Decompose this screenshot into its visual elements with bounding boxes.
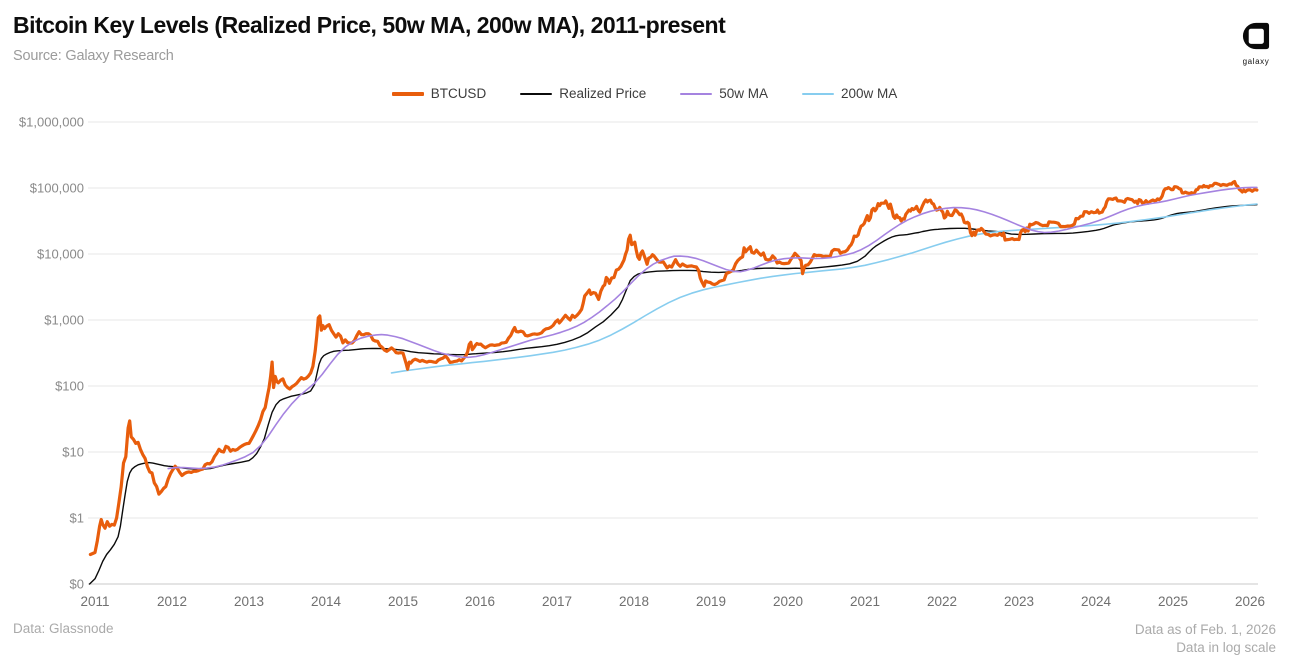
x-axis-label: 2014	[311, 594, 342, 609]
legend-label: 50w MA	[719, 86, 769, 101]
x-axis-label: 2025	[1158, 594, 1188, 609]
galaxy-logo-icon	[1242, 22, 1270, 50]
legend-item-200w-ma: 200w MA	[802, 86, 897, 101]
legend-label: Realized Price	[559, 86, 647, 101]
page-title: Bitcoin Key Levels (Realized Price, 50w …	[13, 12, 726, 38]
y-axis-label: $100	[55, 378, 84, 393]
200w-ma-line	[390, 203, 1258, 374]
x-axis-label: 2015	[388, 594, 418, 609]
legend-label: BTCUSD	[430, 86, 487, 101]
x-axis-label: 2013	[234, 594, 264, 609]
source-label: Source: Galaxy Research	[13, 48, 174, 64]
x-axis-label: 2011	[80, 594, 109, 609]
x-axis-label: 2021	[850, 594, 880, 609]
data-as-of-label: Data as of Feb. 1, 2026	[1134, 622, 1276, 637]
y-axis-label: $1,000,000	[19, 114, 84, 129]
x-axis-label: 2022	[927, 594, 957, 609]
legend-swatch	[680, 92, 713, 95]
data-source-footnote: Data: Glassnode	[13, 621, 114, 636]
legend-swatch	[802, 92, 835, 95]
legend-item-btcusd: BTCUSD	[391, 86, 487, 101]
y-axis-label: $1,000	[44, 312, 84, 327]
y-axis-label: $1	[70, 510, 84, 525]
y-axis-label: $100,000	[30, 180, 84, 195]
legend-label: 200w MA	[841, 86, 898, 101]
data-notes-footnote: Data as of Feb. 1, 2026 Data in log scal…	[1135, 621, 1276, 657]
galaxy-logo: galaxy	[1239, 22, 1273, 66]
50w-ma-line	[167, 186, 1258, 470]
x-axis-label: 2018	[619, 594, 649, 609]
legend-item-realized-price: Realized Price	[520, 86, 646, 101]
btcusd-line	[88, 180, 1259, 557]
legend-swatch	[391, 91, 424, 96]
x-axis-label: 2026	[1235, 594, 1265, 609]
x-axis-label: 2020	[773, 594, 803, 609]
x-axis-label: 2019	[696, 594, 726, 609]
chart-legend: BTCUSD Realized Price 50w MA 200w MA	[0, 86, 1289, 101]
y-axis-label: $10	[62, 444, 84, 459]
x-axis-label: 2023	[1004, 594, 1034, 609]
x-axis-label: 2012	[157, 594, 187, 609]
legend-item-50w-ma: 50w MA	[680, 86, 768, 101]
x-axis-label: 2024	[1081, 594, 1112, 609]
x-axis-label: 2017	[542, 594, 572, 609]
x-axis-label: 2016	[465, 594, 495, 609]
galaxy-logo-label: galaxy	[1242, 57, 1270, 66]
y-axis-label: $10,000	[37, 246, 84, 261]
legend-swatch	[520, 92, 553, 95]
y-axis-label: $0	[70, 576, 84, 591]
log-scale-label: Data in log scale	[1176, 640, 1276, 655]
